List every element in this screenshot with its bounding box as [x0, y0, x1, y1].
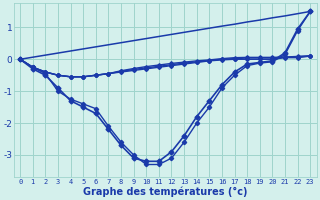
X-axis label: Graphe des températures (°c): Graphe des températures (°c) — [83, 186, 247, 197]
